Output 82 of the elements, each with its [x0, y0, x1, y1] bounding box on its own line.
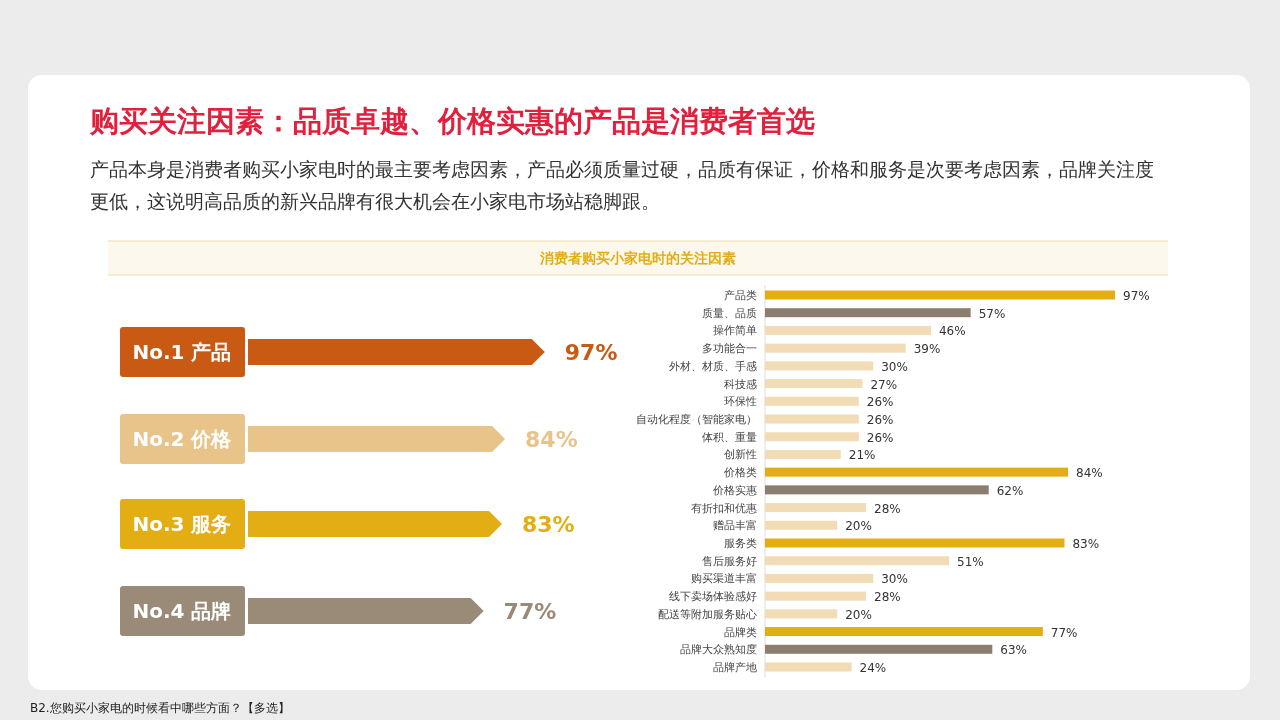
data-label: 39% [913, 342, 941, 357]
bar [765, 591, 867, 601]
bar [765, 503, 867, 513]
bar [765, 556, 950, 566]
bar [765, 290, 1115, 300]
y-tick-label: 赠品丰富 [713, 519, 757, 533]
y-tick-label: 操作简单 [713, 324, 757, 338]
data-label: 28% [874, 501, 901, 516]
text: 消费者购买小家电时的关注因素 [539, 250, 736, 266]
bar [765, 396, 859, 406]
bar [248, 339, 545, 365]
data-label: 84% [1076, 466, 1103, 481]
data-label: 57% [978, 306, 1006, 321]
data-label: 77% [1050, 625, 1078, 640]
y-tick-label: 售后服务好 [702, 554, 757, 568]
bar [765, 485, 989, 495]
bar [248, 511, 502, 537]
data-label: 20% [845, 519, 872, 534]
bar [765, 538, 1065, 548]
bar [765, 662, 852, 672]
y-tick-label: 配送等附加服务贴心 [658, 607, 757, 621]
bar [765, 449, 841, 459]
data-label: 77% [503, 599, 557, 624]
y-tick-label: 品牌产地 [713, 661, 757, 674]
data-label: 30% [881, 359, 908, 374]
y-tick-label: 环保性 [724, 395, 757, 409]
data-label: 26% [866, 430, 894, 445]
y-tick-label: 服务类 [724, 537, 757, 550]
y-tick-label: 有折扣和优惠 [691, 501, 757, 515]
bar [765, 520, 838, 530]
chart-title: 购买关注因素：品质卓越、价格实惠的产品是消费者首选 [90, 103, 815, 140]
y-tick-label: 质量、品质 [702, 306, 757, 320]
text: 产品本身是消费者购买小家电时的最主要考虑因素，产品必须质量过硬，品质有保证，价格和服务是次要考虑因素，品牌关注度更低，这说明高品质的新兴品牌有很大机会在小家电市场站稳脚跟。 [90, 157, 1155, 214]
text: B2.您购买小家电的时候看中哪些方面？【多选】 [30, 700, 290, 717]
bar [765, 627, 1043, 637]
data-label: 30% [881, 572, 908, 587]
y-tick-label: 品牌大众熟知度 [680, 643, 757, 657]
y-tick-label: 价格实惠 [712, 483, 757, 497]
y-tick-label: 创新性 [724, 448, 757, 462]
data-label: 51% [957, 554, 984, 569]
y-tick-label: 体积、重量 [702, 430, 757, 444]
data-label: 27% [870, 377, 898, 392]
y-tick-label: 科技感 [724, 377, 757, 391]
bar [248, 426, 506, 452]
bar [765, 573, 874, 583]
bar [765, 361, 874, 371]
y-tick-label: 多功能合一 [702, 342, 757, 356]
data-label: 24% [859, 661, 887, 675]
y-tick-label: No.2 价格 [132, 427, 233, 451]
data-label: 97% [564, 340, 618, 365]
data-label: 20% [845, 607, 872, 622]
y-tick-label: 外材、材质、手感 [669, 359, 757, 373]
data-label: 21% [848, 448, 876, 463]
bar [765, 644, 993, 654]
bar [765, 379, 863, 389]
bar [765, 343, 906, 353]
bar [765, 414, 859, 424]
data-label: 26% [866, 413, 894, 427]
data-label: 84% [525, 427, 578, 452]
data-label: 83% [1072, 537, 1100, 551]
y-tick-label: 品牌类 [724, 625, 757, 639]
y-tick-label: 购买渠道丰富 [691, 572, 757, 586]
data-label: 63% [1000, 643, 1027, 658]
bar [765, 325, 931, 335]
data-label: 26% [866, 395, 894, 410]
y-tick-label: 价格类 [723, 466, 757, 480]
data-label: 83% [521, 512, 575, 537]
data-label: 46% [938, 324, 966, 339]
data-label: 97% [1123, 289, 1150, 303]
y-tick-label: No.4 品牌 [132, 599, 232, 623]
bar [765, 609, 838, 619]
y-tick-label: No.3 服务 [132, 512, 232, 536]
data-label: 28% [874, 590, 901, 605]
bar [248, 598, 484, 624]
bar [765, 308, 971, 318]
data-label: 62% [996, 483, 1024, 498]
y-tick-label: 产品类 [724, 289, 757, 302]
y-tick-label: No.1 产品 [132, 340, 232, 364]
y-tick-label: 自动化程度（智能家电） [636, 413, 757, 426]
y-tick-label: 线下卖场体验感好 [669, 590, 757, 604]
bar [765, 432, 859, 442]
bar [765, 467, 1069, 477]
